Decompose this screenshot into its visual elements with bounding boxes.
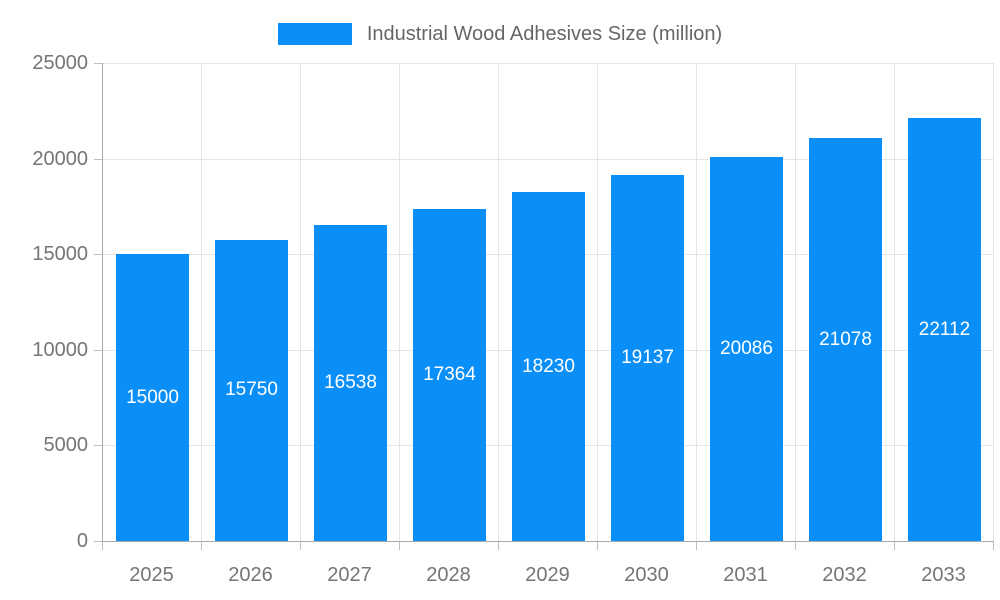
bar[interactable]: 17364 xyxy=(413,209,486,541)
x-tick-mark xyxy=(696,542,697,550)
gridline-x xyxy=(201,63,202,541)
x-tick-mark xyxy=(993,542,994,550)
gridline-y xyxy=(103,63,994,64)
x-tick-label: 2029 xyxy=(525,564,570,586)
bar[interactable]: 21078 xyxy=(809,138,882,541)
legend[interactable]: Industrial Wood Adhesives Size (million) xyxy=(0,23,1000,45)
gridline-x xyxy=(795,63,796,541)
y-tick-label: 25000 xyxy=(32,52,88,74)
y-tick-label: 5000 xyxy=(43,434,89,457)
y-tick-label: 20000 xyxy=(32,147,88,170)
x-tick-mark xyxy=(399,542,400,550)
y-tick-mark xyxy=(94,254,102,255)
y-tick-mark xyxy=(94,350,102,351)
bar-value-label: 15000 xyxy=(126,386,179,408)
bar[interactable]: 20086 xyxy=(710,156,783,541)
x-tick-label: 2033 xyxy=(921,564,966,586)
x-tick-mark xyxy=(795,542,796,550)
gridline-x xyxy=(696,63,697,541)
bar-value-label: 18230 xyxy=(522,355,575,377)
x-tick-mark xyxy=(201,542,202,550)
bar[interactable]: 15750 xyxy=(215,239,288,541)
gridline-x xyxy=(894,63,895,541)
bar-value-label: 22112 xyxy=(918,318,971,340)
gridline-x xyxy=(300,63,301,541)
y-tick-label: 15000 xyxy=(32,243,88,266)
gridline-y xyxy=(103,159,994,160)
x-tick-mark xyxy=(894,542,895,550)
gridline-x xyxy=(597,63,598,541)
y-tick-mark xyxy=(94,445,102,446)
x-tick-label: 2026 xyxy=(228,564,273,586)
x-tick-label: 2031 xyxy=(723,564,768,586)
legend-label: Industrial Wood Adhesives Size (million) xyxy=(366,22,723,45)
gridline-x xyxy=(399,63,400,541)
x-tick-mark xyxy=(102,542,103,550)
bar-value-label: 15750 xyxy=(225,379,278,401)
plot-area: 15000 15750 16538 17364 18230 19137 20086 21078… xyxy=(102,63,994,542)
x-tick-label: 2025 xyxy=(129,564,174,586)
x-tick-label: 2032 xyxy=(822,564,867,586)
gridline-x xyxy=(993,63,994,541)
bar[interactable]: 16538 xyxy=(314,224,387,541)
x-tick-label: 2027 xyxy=(327,564,372,586)
bar[interactable]: 15000 xyxy=(116,254,189,541)
y-tick-mark xyxy=(94,63,102,64)
bar-value-label: 21078 xyxy=(819,328,872,350)
bar-value-label: 16538 xyxy=(324,371,377,393)
x-tick-mark xyxy=(498,542,499,550)
bar-value-label: 17364 xyxy=(423,364,476,385)
bar[interactable]: 22112 xyxy=(908,118,981,541)
bar-value-label: 19137 xyxy=(621,347,674,369)
bar[interactable]: 18230 xyxy=(512,192,585,541)
y-tick-mark xyxy=(94,159,102,160)
legend-swatch[interactable] xyxy=(277,23,352,45)
bar[interactable]: 19137 xyxy=(611,175,684,541)
y-tick-mark xyxy=(94,541,102,542)
x-tick-label: 2030 xyxy=(624,564,669,586)
y-tick-label: 0 xyxy=(76,530,88,552)
x-tick-mark xyxy=(300,542,301,550)
x-tick-mark xyxy=(597,542,598,550)
y-tick-label: 10000 xyxy=(32,338,88,361)
bar-value-label: 20086 xyxy=(720,337,773,359)
x-tick-label: 2028 xyxy=(426,564,471,586)
gridline-x xyxy=(498,63,499,541)
